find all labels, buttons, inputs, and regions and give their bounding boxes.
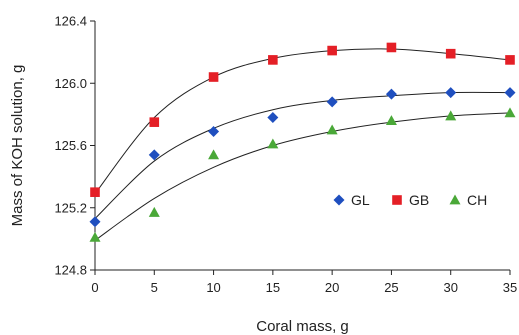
legend-marker-gb (392, 195, 402, 205)
point-gb (445, 48, 456, 59)
y-tick-label: 126.0 (54, 76, 87, 91)
point-ch (504, 107, 516, 118)
y-tick-label: 124.8 (54, 263, 87, 278)
fit-curves (94, 48, 511, 241)
y-tick-label: 126.4 (54, 14, 87, 29)
fit-curve-ch (94, 112, 511, 241)
y-tick-label: 125.2 (54, 200, 87, 215)
point-gl (89, 216, 101, 228)
point-gb (90, 187, 100, 197)
axes: 124.8 125.2 125.6 126.0 126.4 0 5 10 15 20 25 30 35 (54, 14, 517, 296)
point-gb (208, 72, 219, 82)
x-axis-label: Coral mass, g (256, 318, 349, 335)
point-ch (267, 138, 279, 149)
point-gl (385, 88, 397, 100)
point-gb (505, 55, 515, 65)
point-ch (385, 115, 397, 125)
point-gb (386, 42, 397, 53)
x-tick-label: 15 (266, 280, 280, 295)
point-gl (148, 149, 160, 161)
legend-marker-ch (449, 194, 461, 205)
y-axis-label: Mass of KOH solution, g (9, 65, 26, 227)
y-tick-label: 125.6 (54, 138, 87, 153)
legend-marker-gl (333, 194, 345, 206)
point-gl (445, 87, 457, 99)
x-tick-label: 5 (151, 280, 158, 295)
point-gb (327, 45, 337, 56)
x-tick-label: 35 (503, 280, 517, 295)
data-points (89, 42, 516, 242)
legend-label-gb: GB (409, 192, 429, 208)
fit-curve-gl (94, 91, 511, 219)
x-tick-label: 0 (91, 280, 98, 295)
point-ch (89, 231, 101, 242)
point-gl (326, 96, 338, 108)
legend-label-ch: CH (467, 192, 487, 208)
point-ch (148, 206, 160, 217)
legend: GL GB CH (333, 192, 487, 208)
point-gl (267, 111, 279, 123)
x-tick-label: 10 (206, 280, 220, 295)
point-gl (504, 87, 516, 99)
x-tick-label: 30 (443, 280, 457, 295)
point-ch (208, 149, 220, 160)
point-ch (445, 110, 457, 121)
x-tick-label: 20 (325, 280, 339, 295)
x-tick-label: 25 (384, 280, 398, 295)
legend-label-gl: GL (351, 192, 370, 208)
point-gb (268, 55, 278, 65)
point-gl (208, 125, 220, 137)
point-gb (149, 117, 160, 127)
point-ch (326, 124, 338, 135)
